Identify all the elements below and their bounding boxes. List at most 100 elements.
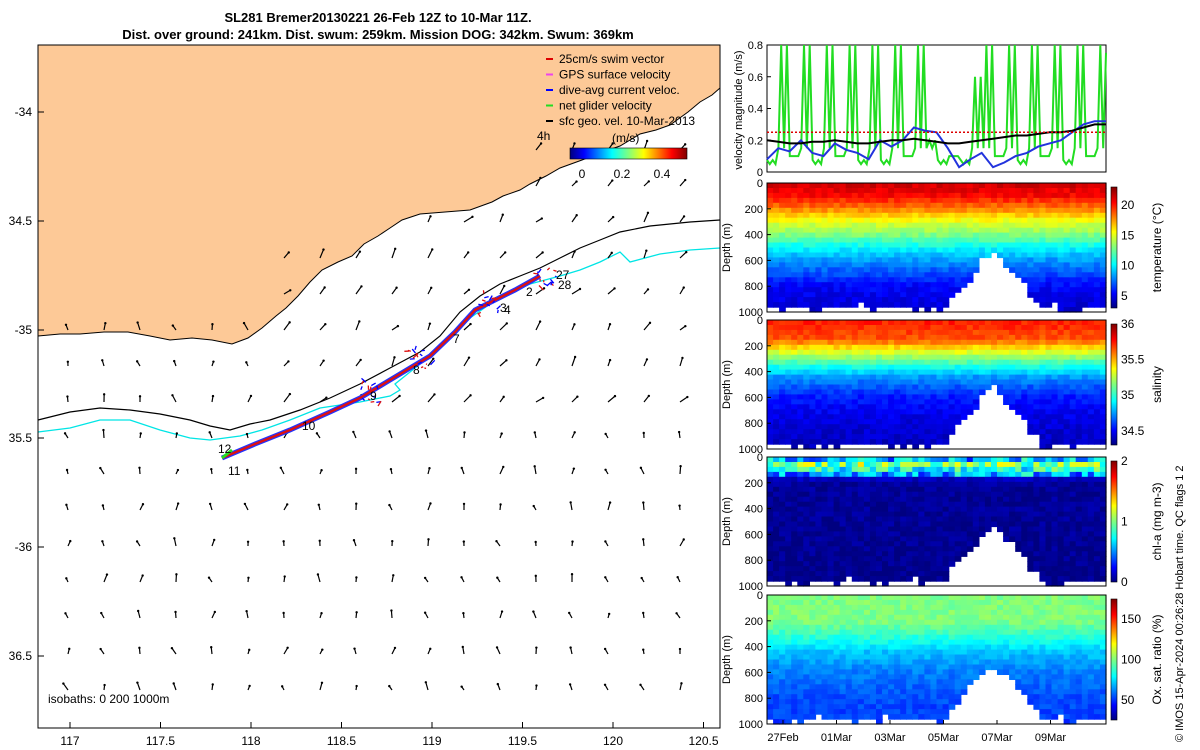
section-cell [869,222,877,229]
section-cell [851,374,859,381]
section-cell [972,404,980,410]
section-cell [1057,252,1065,259]
section-cell [1081,247,1089,254]
section-cell [839,354,847,361]
section-cell [1063,287,1071,293]
section-cell [997,339,1004,346]
section-cell [960,247,968,254]
current-arrow [425,682,429,691]
section-cell [791,232,798,239]
section-cell [912,252,919,259]
section-cell [857,267,865,273]
map-legend-entry: GPS surface velocity [559,68,670,82]
current-arrow-head [542,287,546,290]
section-cell [948,506,956,513]
current-arrow-head [389,467,393,471]
section-cell [827,232,835,239]
current-arrow-head [355,576,358,579]
section-cell [936,379,944,386]
section-cell [1027,379,1034,386]
section-cell [1045,302,1053,308]
section-cell [767,207,774,214]
section-cell [863,320,871,326]
section-cell [1015,257,1022,263]
section-cell [815,207,823,214]
section-cell [882,222,889,229]
track-dive-marker [496,309,499,314]
section-cell [1039,496,1047,503]
section-cell [809,481,817,488]
section-cell [839,689,847,695]
section-cell [1003,334,1010,341]
section-cell [1009,501,1016,508]
section-cell [1051,536,1059,542]
section-cell [1003,457,1010,463]
section-cell [888,462,895,468]
section-cell [803,486,810,493]
section-cell [930,282,938,288]
section-cell [900,297,907,303]
section-cell [821,339,829,346]
section-cell [869,252,877,259]
section-cell [815,359,823,366]
section-cell [1087,394,1095,400]
section-cell [833,506,841,513]
section-cell [767,222,774,229]
section-cell [918,287,925,293]
section-cell [791,600,798,606]
section-cell [1039,232,1047,239]
section-cell [803,374,810,381]
section-cell [1051,414,1059,420]
section-cell [869,212,877,219]
section-cell [827,202,835,209]
section-cell [1003,222,1010,229]
current-arrow-head [462,540,466,543]
section-cell [924,183,932,189]
section-cell [827,349,835,356]
section-cell [797,349,804,356]
section-cell [1027,471,1034,478]
current-arrow-head [101,504,105,507]
current-arrow-head [99,647,102,651]
section-cell [815,287,823,293]
section-cell [984,188,992,194]
section-cell [1003,183,1010,189]
track-dive-marker [491,297,497,300]
section-cell [779,476,786,483]
section-cell [936,237,944,244]
section-cell [1075,217,1083,224]
speed-colorbar-ticks: 0 0.2 0.4 [579,167,671,181]
section-cell [1015,481,1022,488]
depth-tick-label: 600 [745,392,763,404]
section-cell [857,329,865,336]
section-cell [978,242,986,249]
section-cell [839,439,847,445]
section-cell [815,709,823,715]
section-cell [912,369,919,376]
section-cell [767,462,774,468]
section-cell [1045,419,1053,425]
current-arrow [570,502,573,511]
section-cell [960,526,968,533]
section-cell [821,242,829,249]
section-cell [1015,384,1022,391]
section-cell [997,521,1004,528]
section-cell [779,379,786,386]
section-cell [1033,267,1041,273]
current-arrow-head [462,502,466,506]
section-cell [888,576,895,582]
section-cell [851,506,859,513]
section-cell [1045,297,1053,303]
section-cell [924,496,932,503]
section-cell [851,207,859,214]
section-cell [803,476,810,483]
section-cell [767,267,774,273]
section-cell [906,491,913,498]
section-cell [1087,571,1095,577]
section-cell [839,399,847,405]
section-cell [785,561,792,567]
section-cell [845,287,853,293]
section-cell [1075,277,1083,283]
section-cell [1057,267,1065,273]
section-cell [906,320,913,326]
